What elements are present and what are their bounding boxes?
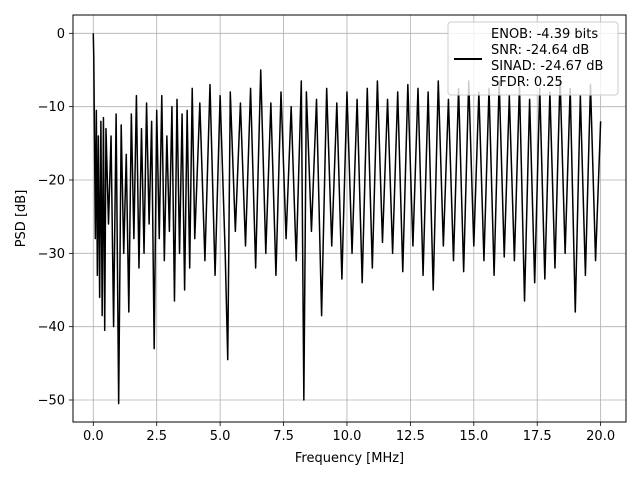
x-tick-label: 7.5 — [273, 429, 294, 444]
x-axis-label: Frequency [MHz] — [295, 451, 404, 466]
x-tick-label: 12.5 — [396, 429, 425, 444]
x-tick-label: 2.5 — [146, 429, 167, 444]
legend-line: ENOB: -4.39 bits — [491, 27, 598, 42]
x-tick-label: 20.0 — [586, 429, 615, 444]
x-tick-label: 0.0 — [83, 429, 104, 444]
x-tick-label: 15.0 — [459, 429, 488, 444]
legend: ENOB: -4.39 bits SNR: -24.64 dB SINAD: -24… — [447, 21, 619, 96]
y-axis-label: PSD [dB] — [14, 190, 29, 248]
x-tick-label: 17.5 — [523, 429, 552, 444]
legend-line: SFDR: 0.25 — [491, 75, 563, 90]
x-tick-label: 5.0 — [210, 429, 231, 444]
series-layer — [92, 33, 602, 405]
legend-line: SINAD: -24.67 dB — [491, 59, 603, 74]
x-tick-label: 10.0 — [332, 429, 361, 444]
x-axis: 0.0 2.5 5.0 7.5 10.0 12.5 15.0 17.5 20.0 — [83, 422, 615, 444]
y-tick-label: 0 — [57, 27, 65, 42]
series-line — [92, 33, 602, 405]
legend-box — [447, 21, 619, 96]
y-tick-label: −40 — [38, 320, 65, 335]
y-tick-label: −30 — [38, 247, 65, 262]
y-tick-label: −50 — [38, 394, 65, 409]
y-tick-label: −20 — [38, 174, 65, 189]
y-tick-label: −10 — [38, 100, 65, 115]
legend-line: SNR: -24.64 dB — [491, 43, 589, 58]
plot-frame — [72, 14, 627, 423]
legend-entry-label: ENOB: -4.39 bits SNR: -24.64 dB SINAD: -24… — [491, 27, 603, 90]
y-axis: 0 −10 −20 −30 −40 −50 — [38, 27, 73, 409]
